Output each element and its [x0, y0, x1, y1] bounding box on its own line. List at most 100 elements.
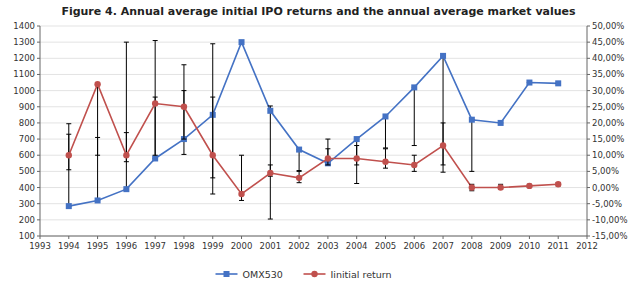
error-cap [181, 154, 186, 155]
legend-marker [311, 271, 317, 277]
error-stem [414, 87, 415, 145]
error-cap [354, 145, 359, 146]
error-cap [66, 134, 71, 135]
marker [123, 186, 129, 192]
line [69, 84, 558, 194]
error-cap [412, 145, 417, 146]
y-tick [37, 42, 40, 43]
error-bar-upper [66, 124, 71, 206]
error-cap [210, 177, 215, 178]
error-cap [124, 42, 129, 43]
marker [440, 142, 446, 148]
x-tick-label: 1997 [144, 241, 166, 251]
grid-line [40, 26, 587, 27]
error-cap [383, 148, 388, 149]
y2-tick [587, 42, 590, 43]
marker [354, 136, 360, 142]
x-tick [529, 236, 530, 239]
x-tick [299, 236, 300, 239]
error-cap [153, 155, 158, 156]
error-cap [441, 122, 446, 123]
grid-line [40, 90, 587, 91]
x-tick-label: 1995 [87, 241, 109, 251]
x-tick-label: 2002 [288, 241, 310, 251]
error-cap [268, 219, 273, 220]
error-stem [155, 104, 156, 156]
y2-tick [587, 90, 590, 91]
x-tick [126, 236, 127, 239]
y-tick-label: 300 [19, 199, 35, 209]
error-stem [183, 107, 184, 139]
marker [123, 152, 129, 158]
marker [267, 170, 273, 176]
grid-line [40, 236, 587, 237]
error-stem [126, 42, 127, 189]
y2-tick-label: 25,00% [592, 102, 624, 112]
marker [238, 191, 244, 197]
x-tick-label: 1999 [202, 241, 224, 251]
series [66, 81, 562, 201]
x-tick [212, 236, 213, 239]
error-cap [325, 164, 330, 165]
error-stem [385, 116, 386, 147]
y-tick [37, 74, 40, 75]
error-stem [443, 123, 444, 146]
y2-tick-label: 50,00% [592, 21, 624, 31]
y-tick [37, 26, 40, 27]
error-bar-lower [268, 111, 273, 219]
grid-line [40, 106, 587, 107]
y-tick-label: 1000 [13, 86, 35, 96]
marker [152, 100, 158, 106]
error-cap [325, 148, 330, 149]
marker [382, 113, 388, 119]
marker [382, 158, 388, 164]
x-tick-label: 2007 [432, 241, 454, 251]
legend-item: Iinitial return [304, 269, 392, 280]
x-tick [68, 236, 69, 239]
marker [555, 80, 561, 86]
x-tick [558, 236, 559, 239]
y2-tick-label: -15,00% [592, 231, 627, 241]
error-stem [155, 41, 156, 159]
error-cap [354, 183, 359, 184]
x-tick-label: 2006 [403, 241, 425, 251]
x-tick-label: 1993 [29, 241, 51, 251]
y2-tick [587, 58, 590, 59]
error-stem [443, 56, 444, 172]
error-cap [383, 147, 388, 148]
error-stem [299, 150, 300, 171]
error-cap [181, 90, 186, 91]
error-cap [153, 97, 158, 98]
x-tick [183, 236, 184, 239]
marker [440, 53, 446, 59]
legend-label: OMX530 [243, 269, 283, 280]
grid-line [40, 171, 587, 172]
y-tick [37, 58, 40, 59]
error-cap [124, 132, 129, 133]
y-tick-label: 200 [19, 215, 35, 225]
marker [469, 117, 475, 123]
y2-tick-label: 0,00% [592, 183, 619, 193]
x-tick-label: 2003 [317, 241, 339, 251]
chart: Figure 4. Annual average initial IPO ret… [0, 0, 637, 284]
error-cap [95, 155, 100, 156]
grid-line [40, 203, 587, 204]
x-tick-label: 2005 [375, 241, 397, 251]
error-bar-lower [297, 150, 302, 171]
y2-tick-label: 5,00% [592, 166, 619, 176]
marker [95, 197, 101, 203]
error-bar-upper [124, 133, 129, 156]
y-tick [37, 90, 40, 91]
legend-item: OMX530 [216, 269, 283, 280]
error-stem [212, 97, 213, 155]
error-cap [441, 172, 446, 173]
error-cap [153, 40, 158, 41]
y2-tick-label: 30,00% [592, 86, 624, 96]
marker [353, 155, 359, 161]
grid [40, 26, 587, 236]
y-tick [37, 139, 40, 140]
marker [526, 183, 532, 189]
error-bar-lower [412, 87, 417, 145]
y2-tick [587, 171, 590, 172]
error-cap [268, 105, 273, 106]
